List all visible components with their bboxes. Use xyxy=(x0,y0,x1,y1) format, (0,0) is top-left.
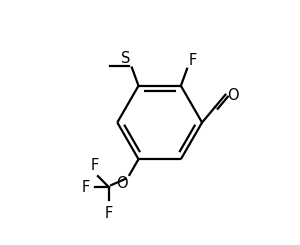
Text: S: S xyxy=(121,51,131,66)
Text: F: F xyxy=(188,52,196,68)
Text: O: O xyxy=(227,88,239,103)
Text: F: F xyxy=(90,158,98,172)
Text: F: F xyxy=(105,207,113,221)
Text: O: O xyxy=(117,176,128,191)
Text: F: F xyxy=(81,180,89,195)
